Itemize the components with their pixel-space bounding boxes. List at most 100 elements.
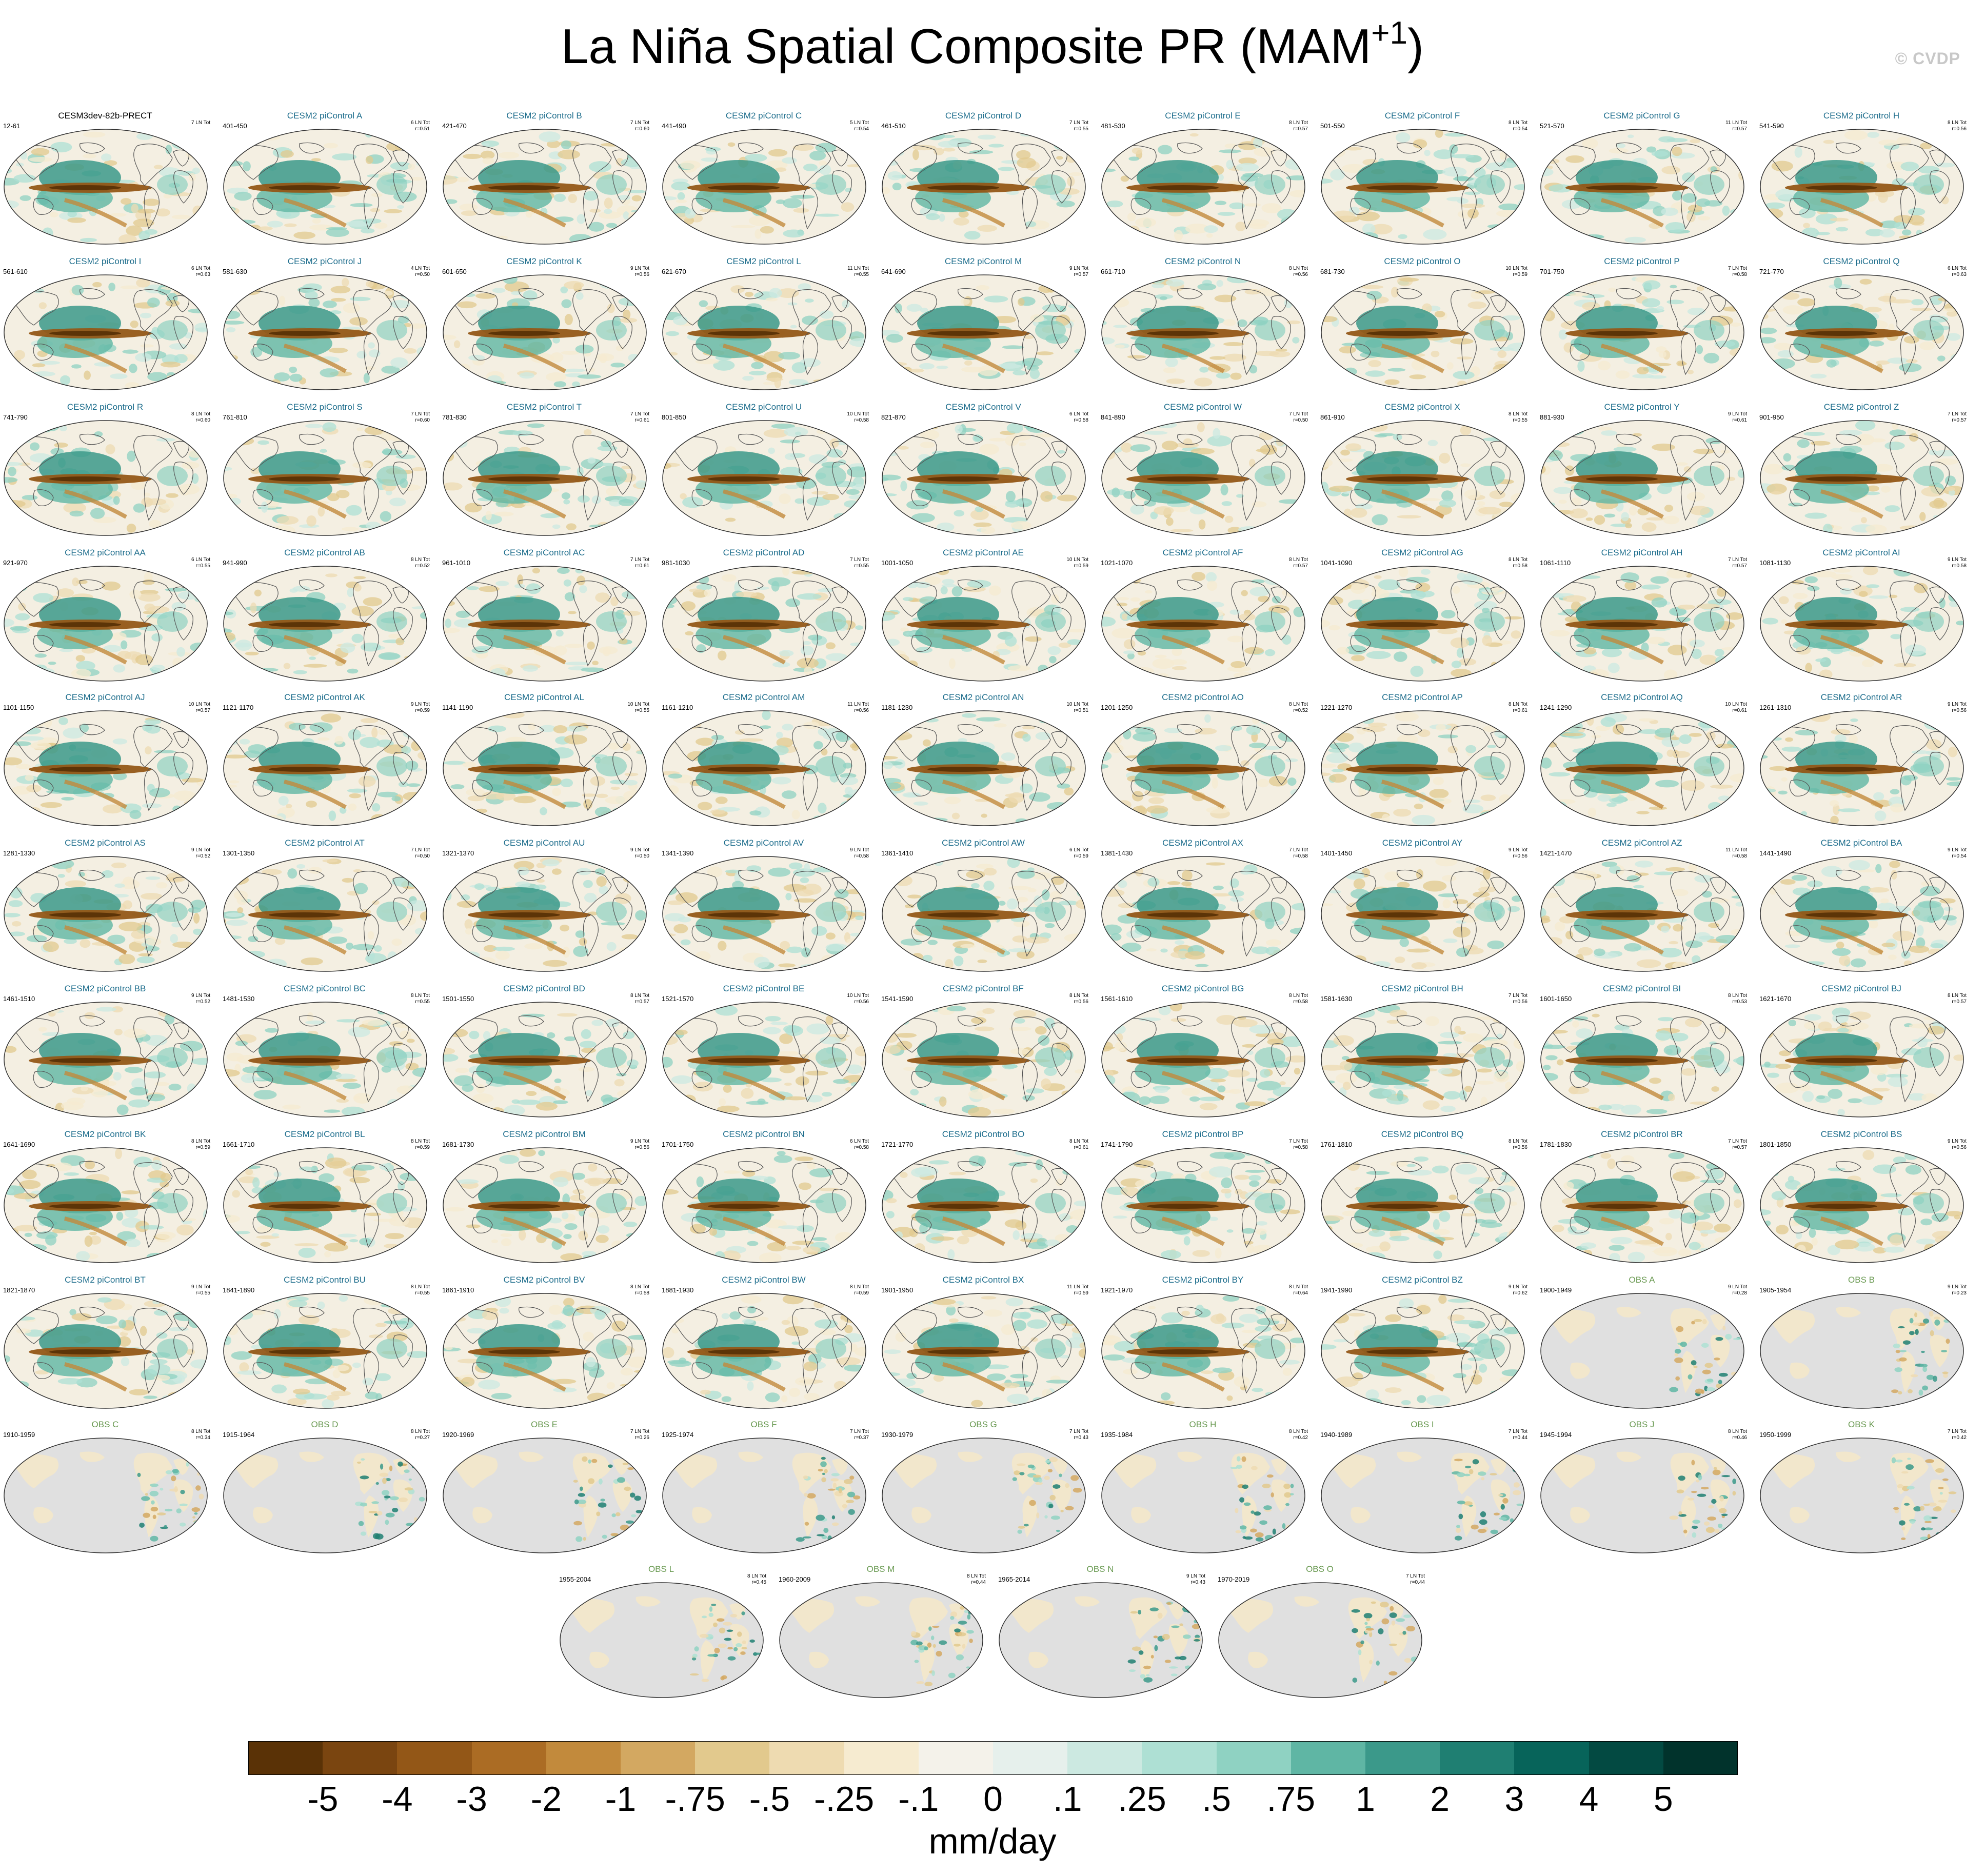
precip-anomaly-patch [803, 641, 811, 645]
coastline [1929, 586, 1946, 604]
precip-anomaly-patch [92, 282, 102, 288]
coastline [802, 186, 818, 230]
panel-map [1759, 420, 1964, 536]
dry-core [488, 331, 560, 336]
precip-anomaly-patch [498, 152, 520, 159]
precip-anomaly-patch [1331, 769, 1344, 772]
precip-anomaly-patch [1102, 321, 1107, 326]
coastline [1397, 288, 1422, 300]
precip-anomaly-patch [964, 231, 981, 240]
precip-anomaly-patch [1866, 584, 1880, 588]
precip-anomaly-patch [1831, 648, 1843, 654]
coastline [472, 198, 493, 215]
coastline [1616, 579, 1642, 591]
panel-map [1320, 565, 1525, 682]
precip-anomaly-patch [464, 503, 482, 513]
panel-stats: 9 LN Tot r=0.61 [1728, 411, 1747, 424]
precip-anomaly-patch [555, 630, 564, 637]
precip-anomaly-patch [1916, 925, 1924, 936]
precip-anomaly-patch [1215, 745, 1232, 751]
coastline [1616, 433, 1642, 445]
coastline [519, 579, 544, 591]
precip-anomaly-patch [1699, 654, 1717, 665]
precip-anomaly-patch [360, 718, 379, 723]
precip-anomaly-patch [1111, 571, 1122, 575]
precip-anomaly-patch [1103, 224, 1124, 229]
precip-anomaly-patch [588, 222, 605, 232]
panel-years: 661-710 [1101, 268, 1125, 275]
map-panel: CESM2 piControl AU 1321-1370 9 LN Tot r=0.5… [439, 838, 649, 976]
precip-anomaly-patch [596, 793, 608, 799]
precip-anomaly-patch [1102, 337, 1115, 345]
precip-anomaly-patch [587, 457, 596, 464]
coastline [299, 579, 325, 591]
precip-anomaly-patch [780, 467, 803, 477]
precip-anomaly-patch [813, 741, 823, 750]
precip-anomaly-patch [1075, 713, 1085, 724]
precip-anomaly-patch [1665, 867, 1685, 872]
precip-anomaly-patch [1236, 163, 1259, 172]
precip-anomaly-patch [459, 204, 478, 211]
panel-years: 441-490 [662, 122, 686, 130]
precip-anomaly-patch [1265, 672, 1283, 676]
panel-years: 521-570 [1540, 122, 1564, 130]
precip-anomaly-patch [80, 939, 91, 948]
precip-anomaly-patch [1423, 229, 1447, 240]
precip-anomaly-patch [1118, 903, 1135, 908]
precip-anomaly-patch [147, 297, 160, 308]
precip-anomaly-patch [1765, 280, 1790, 285]
precip-anomaly-patch [1865, 524, 1887, 534]
panel-years: 1181-1230 [881, 704, 913, 711]
precip-anomaly-patch [1412, 814, 1436, 826]
precip-anomaly-patch [1900, 607, 1920, 612]
coastline [144, 623, 160, 667]
dry-core [1366, 622, 1438, 627]
dry-core [1586, 476, 1658, 482]
coastline [612, 441, 628, 458]
panel-title: CESM2 piControl M [944, 256, 1022, 266]
precip-anomaly-patch [1146, 948, 1157, 952]
precip-anomaly-patch [1123, 491, 1136, 499]
wet-anomaly-atlantic [1694, 174, 1724, 195]
precip-anomaly-patch [1797, 439, 1810, 448]
precip-anomaly-patch [1475, 290, 1495, 294]
precip-anomaly-patch [882, 275, 896, 286]
panel-map [662, 128, 867, 245]
precip-anomaly-patch [1867, 132, 1880, 138]
precip-anomaly-patch [895, 303, 902, 313]
precip-anomaly-patch [58, 717, 68, 725]
precip-anomaly-patch [742, 375, 754, 381]
precip-anomaly-patch [1821, 866, 1842, 877]
figure-title: La Niña Spatial Composite PR (MAM+1) [0, 17, 1985, 75]
precip-anomaly-patch [1781, 619, 1788, 624]
precip-anomaly-patch [1649, 806, 1668, 810]
precip-anomaly-patch [1152, 283, 1165, 289]
precip-anomaly-patch [1689, 733, 1702, 737]
precip-anomaly-patch [250, 347, 263, 357]
precip-anomaly-patch [1624, 236, 1646, 243]
coastline [299, 142, 325, 154]
coastline [144, 477, 160, 521]
panel-ln-count: 11 LN Tot [847, 266, 869, 271]
precip-anomaly-patch [1616, 143, 1626, 148]
precip-anomaly-patch [1621, 512, 1629, 522]
precip-anomaly-patch [4, 618, 15, 627]
precip-anomaly-patch [1878, 192, 1888, 203]
precip-anomaly-patch [1116, 603, 1128, 607]
precip-anomaly-patch [1102, 505, 1112, 515]
panel-map-svg [4, 710, 208, 826]
precip-anomaly-patch [1939, 598, 1946, 608]
precip-anomaly-patch [48, 661, 56, 665]
panel-title: CESM2 piControl K [506, 256, 582, 266]
panel-map-svg [1760, 566, 1964, 682]
precip-anomaly-patch [120, 198, 132, 205]
panel-title: CESM2 piControl AN [942, 692, 1024, 702]
panel-ln-count: 9 LN Tot [1947, 702, 1967, 707]
precip-anomaly-patch [795, 498, 805, 504]
coastline [1451, 144, 1490, 186]
coastline [363, 768, 379, 811]
coastline [670, 145, 718, 180]
precip-anomaly-patch [457, 301, 477, 309]
precip-anomaly-patch [1421, 569, 1431, 575]
precip-anomaly-patch [1224, 143, 1238, 149]
